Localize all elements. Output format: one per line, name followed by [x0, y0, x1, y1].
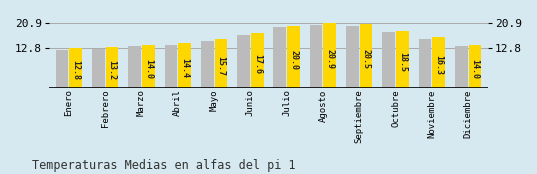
Text: Temperaturas Medias en alfas del pi 1: Temperaturas Medias en alfas del pi 1 — [32, 159, 296, 172]
Bar — [396, 31, 409, 88]
Text: 14.0: 14.0 — [470, 59, 480, 79]
Text: 14.4: 14.4 — [180, 58, 189, 78]
Text: 15.7: 15.7 — [216, 56, 226, 76]
Bar — [346, 26, 359, 88]
Bar — [382, 32, 395, 88]
Bar — [323, 23, 336, 88]
Text: 17.6: 17.6 — [253, 54, 262, 74]
Text: 20.9: 20.9 — [325, 49, 335, 69]
Bar — [201, 41, 214, 88]
Bar — [432, 37, 445, 88]
Bar — [215, 39, 227, 88]
Bar — [310, 25, 322, 88]
Bar — [455, 46, 468, 88]
Bar — [237, 35, 250, 88]
Bar — [273, 27, 286, 88]
Bar — [106, 47, 119, 88]
Bar — [287, 26, 300, 88]
Text: 20.5: 20.5 — [361, 49, 371, 69]
Bar — [418, 39, 431, 88]
Text: 16.3: 16.3 — [434, 55, 443, 75]
Bar — [92, 49, 105, 88]
Bar — [56, 50, 68, 88]
Bar — [142, 45, 155, 88]
Bar — [69, 48, 82, 88]
Text: 18.5: 18.5 — [398, 52, 407, 72]
Bar — [251, 33, 264, 88]
Bar — [128, 46, 141, 88]
Bar — [178, 43, 191, 88]
Text: 12.8: 12.8 — [71, 60, 81, 80]
Bar — [360, 24, 373, 88]
Text: 14.0: 14.0 — [144, 59, 153, 79]
Text: 13.2: 13.2 — [107, 60, 117, 80]
Bar — [164, 45, 177, 88]
Bar — [469, 45, 481, 88]
Text: 20.0: 20.0 — [289, 50, 298, 70]
